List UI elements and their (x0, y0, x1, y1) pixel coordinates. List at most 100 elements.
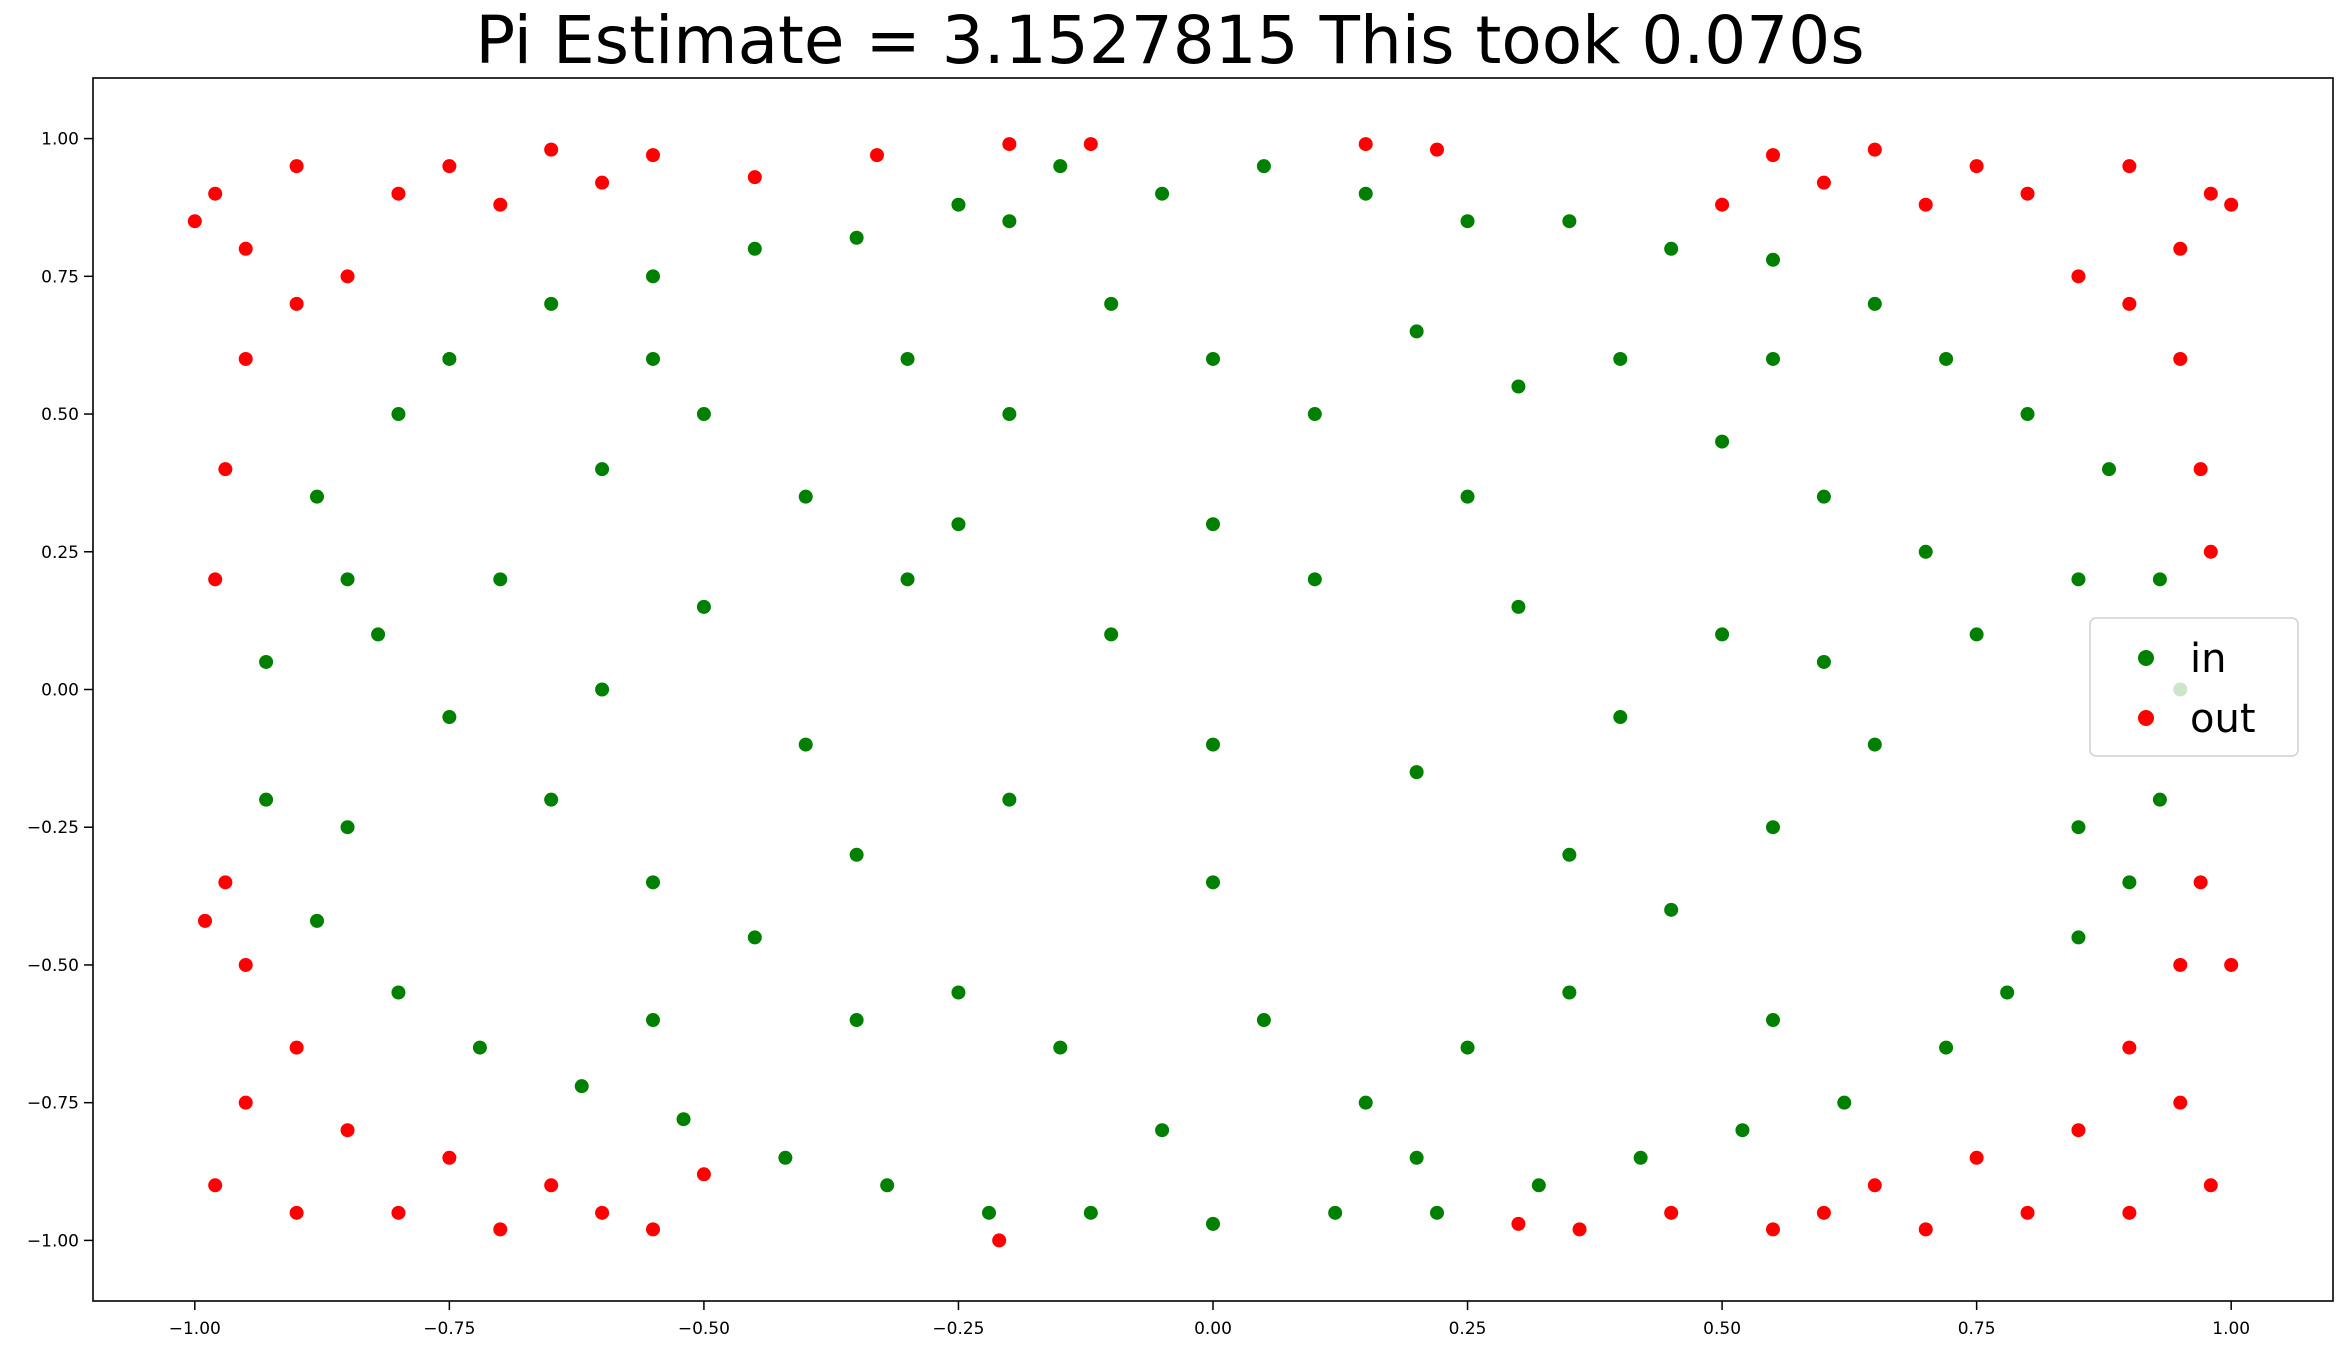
point-in-53 (1307, 407, 1322, 422)
point-out-47 (1918, 1222, 1933, 1237)
point-in-33 (1328, 1205, 1343, 1220)
point-in-39 (676, 1112, 691, 1127)
point-in-38 (778, 1150, 793, 1165)
point-in-19 (2020, 407, 2035, 422)
point-in-100 (340, 572, 355, 587)
point-out-38 (2193, 462, 2208, 477)
point-in-85 (1409, 765, 1424, 780)
y-tick-label-1: −0.75 (27, 1094, 79, 1114)
x-tick-label-2: −0.50 (678, 1319, 730, 1339)
point-in-91 (1460, 489, 1475, 504)
point-in-97 (1766, 351, 1780, 366)
point-in-74 (544, 792, 559, 807)
point-in-98 (646, 1013, 660, 1028)
point-in-35 (1083, 1205, 1098, 1220)
point-in-101 (2071, 572, 2086, 587)
point-out-3 (340, 269, 355, 284)
point-in-34 (1206, 1216, 1220, 1231)
point-in-105 (1409, 1150, 1424, 1165)
point-out-28 (2173, 241, 2188, 256)
point-in-10 (1155, 186, 1170, 201)
x-tick-label-0: −1.00 (169, 1319, 221, 1339)
point-in-104 (1002, 214, 1017, 229)
point-in-84 (1307, 572, 1322, 587)
point-out-40 (2122, 296, 2137, 311)
point-out-8 (595, 175, 610, 190)
point-in-55 (1511, 379, 1526, 394)
point-out-14 (208, 1178, 223, 1193)
point-in-36 (982, 1205, 996, 1220)
point-in-89 (1816, 654, 1831, 669)
point-in-47 (696, 407, 711, 422)
point-in-46 (595, 462, 610, 477)
point-in-52 (1206, 351, 1220, 366)
y-tick-label-2: −0.50 (27, 956, 79, 976)
point-in-18 (1939, 351, 1954, 366)
point-out-5 (442, 159, 457, 174)
point-in-75 (442, 710, 457, 725)
x-tick-label-6: 0.50 (1703, 1319, 1741, 1339)
point-out-41 (2203, 1178, 2218, 1193)
point-out-33 (1918, 197, 1933, 212)
point-out-29 (2122, 159, 2137, 174)
plot-area (92, 77, 2334, 1302)
point-in-0 (259, 654, 274, 669)
point-out-4 (391, 186, 406, 201)
point-out-34 (1867, 142, 1882, 157)
point-in-65 (1460, 1040, 1475, 1055)
point-in-71 (849, 1013, 864, 1028)
point-out-17 (340, 1123, 355, 1138)
point-out-18 (391, 1205, 406, 1220)
point-out-13 (289, 296, 304, 311)
point-in-37 (880, 1178, 895, 1193)
point-in-8 (951, 197, 966, 212)
point-out-10 (238, 351, 253, 366)
point-in-103 (2071, 820, 2086, 835)
point-out-22 (595, 1205, 610, 1220)
point-out-69 (198, 913, 212, 928)
point-in-67 (1256, 1013, 1271, 1028)
point-in-70 (951, 985, 966, 1000)
point-out-51 (2173, 957, 2188, 972)
y-tick-label-5: 0.25 (41, 543, 79, 563)
point-in-1 (310, 489, 324, 504)
point-in-49 (900, 351, 915, 366)
point-in-72 (747, 930, 762, 945)
point-in-94 (1206, 517, 1220, 532)
point-out-56 (992, 1233, 1007, 1248)
point-in-13 (1460, 214, 1475, 229)
point-in-28 (1837, 1095, 1852, 1110)
y-axis-ticks: −1.00 −0.75 −0.50 −0.25 0.00 0.25 0.50 0.75 1.00 (27, 130, 93, 1251)
point-in-66 (1358, 1095, 1373, 1110)
chart-title: Pi Estimate = 3.1527815 This took 0.070s (475, 2, 1864, 79)
point-out-32 (1969, 159, 1984, 174)
point-out-66 (2224, 197, 2239, 212)
y-tick-label-7: 0.75 (41, 267, 79, 287)
point-in-64 (1562, 985, 1577, 1000)
point-out-6 (493, 197, 508, 212)
point-in-43 (310, 913, 324, 928)
point-in-96 (646, 351, 660, 366)
point-in-56 (1613, 351, 1628, 366)
point-in-51 (1104, 296, 1119, 311)
point-in-31 (1531, 1178, 1546, 1193)
point-out-20 (493, 1222, 508, 1237)
y-tick-label-6: 0.50 (41, 405, 79, 425)
point-in-14 (1562, 214, 1577, 229)
point-out-50 (1766, 1222, 1780, 1237)
point-out-31 (2020, 186, 2035, 201)
x-tick-label-5: 0.25 (1449, 1319, 1487, 1339)
point-in-93 (1562, 847, 1577, 862)
point-in-11 (1256, 159, 1271, 174)
point-in-88 (1715, 627, 1730, 642)
point-in-76 (371, 627, 386, 642)
point-out-7 (544, 142, 559, 157)
point-out-57 (1511, 1216, 1526, 1231)
point-out-53 (2122, 1040, 2137, 1055)
point-out-23 (646, 1222, 660, 1237)
point-in-95 (1206, 875, 1220, 890)
point-in-87 (1613, 710, 1628, 725)
legend-marker-out (2138, 710, 2154, 726)
point-in-99 (1766, 1013, 1780, 1028)
